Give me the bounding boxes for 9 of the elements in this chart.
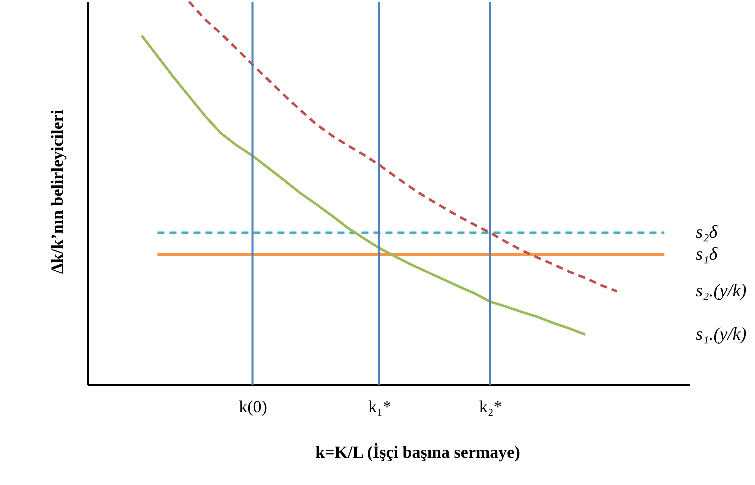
- x-tick-label: k₁*: [368, 398, 392, 416]
- x-tick-label: k₂*: [479, 398, 502, 416]
- text: s₂.(y/k): [696, 280, 747, 301]
- x-tick-label: k(0): [239, 398, 268, 416]
- series-label: s₂δ: [696, 222, 718, 242]
- series-label: s₁δ: [696, 244, 718, 264]
- text: s₁.(y/k): [696, 324, 747, 344]
- x-axis-title: k=K/L (İşçi başına sermaye): [316, 443, 520, 462]
- y-axis-title: Δk/k’nın belirleyicileri: [48, 110, 67, 274]
